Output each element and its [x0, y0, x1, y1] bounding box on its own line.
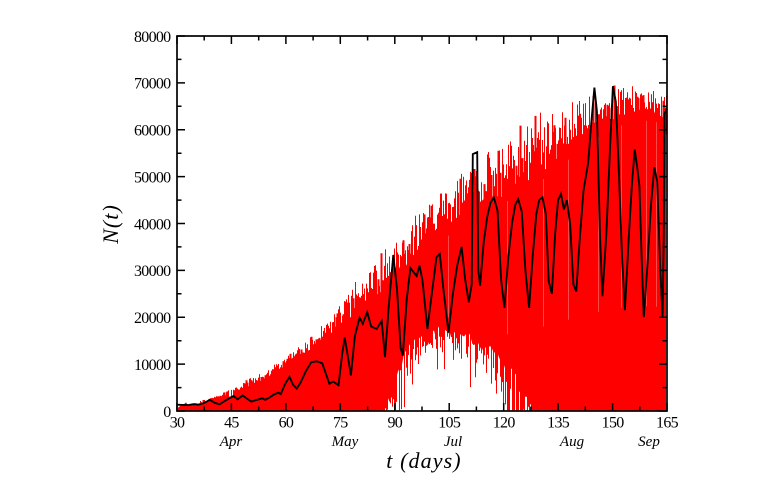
svg-text:135: 135	[547, 415, 570, 432]
svg-text:40000: 40000	[134, 216, 171, 233]
svg-text:60: 60	[279, 415, 294, 432]
svg-text:N(t): N(t)	[98, 204, 123, 245]
svg-text:70000: 70000	[134, 76, 171, 93]
svg-text:Sep: Sep	[638, 434, 660, 450]
svg-text:45: 45	[224, 415, 239, 432]
svg-text:0: 0	[163, 404, 171, 421]
svg-text:Aug: Aug	[559, 434, 585, 450]
svg-text:150: 150	[602, 415, 625, 432]
svg-text:90: 90	[387, 415, 402, 432]
svg-text:80000: 80000	[134, 29, 171, 46]
svg-text:10000: 10000	[134, 357, 171, 374]
svg-text:30: 30	[170, 415, 185, 432]
svg-text:30000: 30000	[134, 263, 171, 280]
svg-text:Jul: Jul	[444, 434, 462, 450]
svg-text:165: 165	[656, 415, 679, 432]
svg-text:Apr: Apr	[219, 434, 243, 450]
svg-text:60000: 60000	[134, 123, 171, 140]
svg-text:75: 75	[333, 415, 348, 432]
svg-text:20000: 20000	[134, 310, 171, 327]
svg-text:50000: 50000	[134, 169, 171, 186]
svg-text:120: 120	[493, 415, 516, 432]
svg-text:105: 105	[438, 415, 461, 432]
svg-text:t (days): t (days)	[386, 448, 461, 473]
svg-text:May: May	[331, 434, 359, 450]
